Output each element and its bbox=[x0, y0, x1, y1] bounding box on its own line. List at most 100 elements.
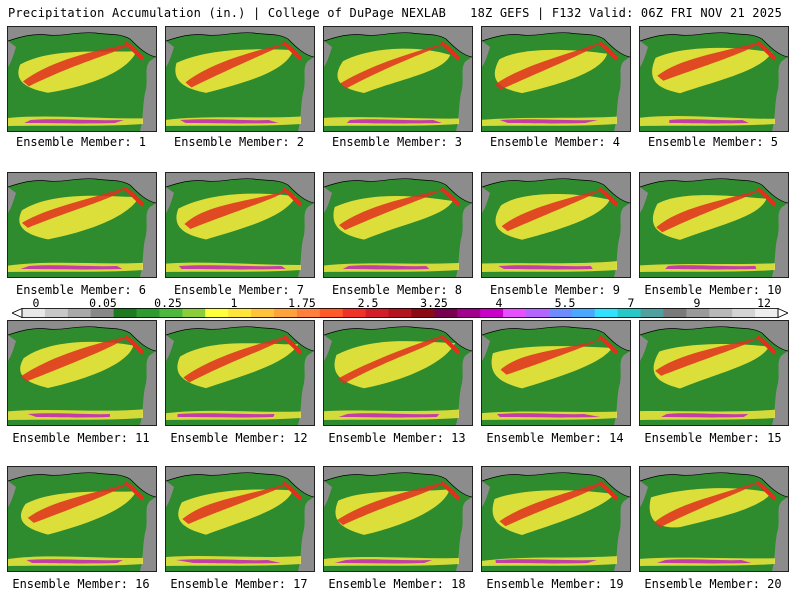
precip-moderate-region bbox=[175, 49, 294, 93]
member-map-9 bbox=[481, 172, 631, 278]
colorbar-swatch bbox=[113, 308, 137, 318]
colorbar-swatch bbox=[411, 308, 435, 318]
precip-coastal-heavy bbox=[756, 187, 776, 207]
member-label-12: Ensemble Member: 12 bbox=[170, 431, 308, 445]
land-north-america bbox=[298, 57, 314, 131]
precip-coastal-heavy bbox=[440, 41, 460, 61]
precip-coastal-heavy bbox=[756, 41, 776, 61]
member-map-4 bbox=[481, 26, 631, 132]
precip-moderate-region bbox=[334, 341, 456, 389]
precip-moderate-region bbox=[20, 491, 136, 535]
colorbar-swatch bbox=[90, 308, 115, 318]
member-label-6: Ensemble Member: 6 bbox=[15, 283, 147, 297]
land-north-america bbox=[298, 203, 314, 277]
land-asia bbox=[482, 335, 490, 361]
coastline bbox=[8, 326, 156, 352]
land-asia bbox=[324, 187, 332, 213]
land-north-america bbox=[456, 57, 472, 131]
colorbar-tick: 4 bbox=[495, 296, 503, 310]
precip-extreme-spots bbox=[178, 265, 286, 270]
precip-extreme-spots bbox=[665, 265, 757, 270]
precip-extreme-spots bbox=[499, 119, 598, 124]
colorbar-swatch bbox=[480, 308, 504, 318]
land-north-america bbox=[298, 351, 314, 425]
colorbar-swatch bbox=[388, 308, 412, 318]
precip-extreme-spots bbox=[657, 559, 752, 564]
member-label-13: Ensemble Member: 13 bbox=[328, 431, 466, 445]
colorbar-outline bbox=[21, 308, 779, 318]
precip-heavy-band bbox=[499, 481, 606, 527]
member-label-20: Ensemble Member: 20 bbox=[644, 577, 782, 591]
colorbar-swatch bbox=[205, 308, 229, 318]
precip-moderate-region bbox=[492, 490, 615, 535]
precip-coastal-heavy bbox=[756, 335, 776, 355]
precip-coastal-heavy bbox=[282, 481, 302, 501]
precip-extreme-spots bbox=[338, 413, 440, 418]
precip-coastal-heavy bbox=[756, 481, 776, 501]
land-north-america bbox=[298, 497, 314, 571]
colorbar-tick: 7 bbox=[627, 296, 635, 310]
precip-heavy-band bbox=[494, 42, 602, 90]
colorbar-swatch bbox=[503, 308, 527, 318]
land-asia bbox=[640, 481, 648, 507]
coastline bbox=[324, 472, 472, 498]
coastline bbox=[482, 32, 630, 58]
land-asia bbox=[482, 481, 490, 507]
precip-moderate-region bbox=[491, 346, 613, 389]
member-map-14 bbox=[481, 320, 631, 426]
precip-coastal-heavy bbox=[124, 41, 144, 61]
member-map-18 bbox=[323, 466, 473, 572]
colorbar-swatch bbox=[548, 308, 573, 318]
colorbar-swatch bbox=[228, 308, 252, 318]
land-north-america bbox=[772, 497, 788, 571]
precip-extreme-spots bbox=[342, 265, 430, 270]
land-north-america bbox=[614, 203, 630, 277]
coastline bbox=[640, 32, 788, 58]
coastline bbox=[166, 326, 314, 352]
colorbar-swatch bbox=[44, 308, 69, 318]
land-north-america bbox=[140, 351, 156, 425]
precip-coastal-heavy bbox=[598, 41, 618, 61]
member-label-9: Ensemble Member: 9 bbox=[489, 283, 621, 297]
precip-coastal-heavy bbox=[282, 335, 302, 355]
precip-extreme-spots bbox=[661, 413, 749, 418]
land-asia bbox=[482, 41, 490, 67]
colorbar-tick: 1 bbox=[230, 296, 238, 310]
land-asia bbox=[324, 481, 332, 507]
member-label-18: Ensemble Member: 18 bbox=[328, 577, 466, 591]
colorbar-swatch bbox=[296, 308, 321, 318]
precip-heavy-band bbox=[657, 41, 763, 81]
precip-coastal-heavy bbox=[440, 481, 460, 501]
precip-heavy-band bbox=[501, 189, 603, 232]
colorbar-tick: 0.25 bbox=[154, 296, 182, 310]
coastline bbox=[482, 178, 630, 204]
colorbar-tick: 12 bbox=[757, 296, 771, 310]
colorbar-swatch bbox=[22, 308, 46, 318]
colorbar-swatch bbox=[663, 308, 687, 318]
land-north-america bbox=[614, 351, 630, 425]
precip-coastal-heavy bbox=[598, 481, 618, 501]
precip-extreme-spots bbox=[27, 413, 111, 418]
colorbar-swatch bbox=[526, 308, 550, 318]
precip-heavy-band bbox=[182, 482, 290, 525]
precip-extreme-spots bbox=[177, 413, 275, 418]
colorbar-swatch bbox=[617, 308, 641, 318]
precip-coastal-heavy bbox=[598, 187, 618, 207]
member-label-4: Ensemble Member: 4 bbox=[489, 135, 621, 149]
precip-moderate-region bbox=[652, 47, 773, 94]
precip-extreme-spots bbox=[334, 559, 433, 564]
coastline bbox=[324, 32, 472, 58]
member-map-20 bbox=[639, 466, 789, 572]
member-map-16 bbox=[7, 466, 157, 572]
precip-heavy-band bbox=[500, 338, 604, 375]
precip-moderate-region bbox=[495, 194, 610, 240]
precip-heavy-band bbox=[654, 481, 760, 528]
precip-extreme-spots bbox=[669, 119, 749, 124]
precip-extreme-spots bbox=[24, 119, 125, 124]
precip-moderate-region bbox=[176, 193, 296, 240]
member-label-1: Ensemble Member: 1 bbox=[15, 135, 147, 149]
coastline bbox=[166, 472, 314, 498]
colorbar-swatch bbox=[594, 308, 619, 318]
precip-extreme-spots bbox=[20, 265, 123, 270]
member-label-19: Ensemble Member: 19 bbox=[486, 577, 624, 591]
